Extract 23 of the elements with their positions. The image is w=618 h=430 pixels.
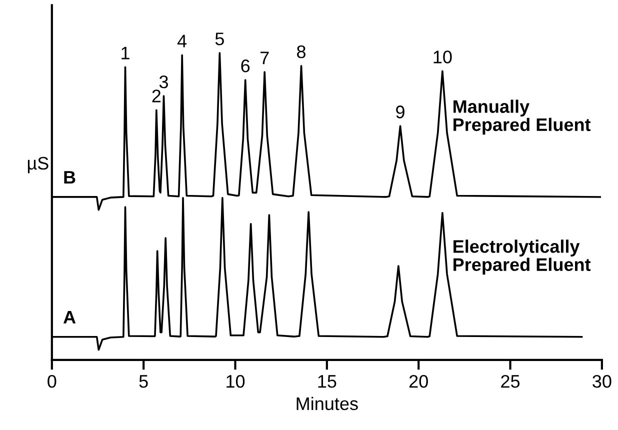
x-tick-label: 15 (318, 375, 336, 388)
series-label: A (63, 311, 76, 324)
annotation: 3 (159, 75, 168, 88)
x-tick-label: 25 (501, 374, 520, 388)
x-axis-title: Minutes (296, 396, 358, 410)
x-tick-label: 0 (48, 374, 56, 388)
annotation: 4 (177, 34, 187, 48)
x-tick-label: 20 (409, 374, 428, 388)
x-tick-label: 5 (139, 375, 148, 388)
annotation: 6 (241, 60, 250, 72)
annotation: 1 (122, 46, 130, 60)
annotation: 10 (434, 50, 452, 64)
annotation: 2 (152, 90, 161, 102)
annotation: 9 (396, 106, 404, 118)
series-label: B (64, 171, 76, 184)
annotation: 8 (297, 45, 306, 58)
annotation: Electrolytically Prepared Eluent (454, 240, 591, 275)
annotation: 5 (215, 32, 224, 46)
annotation: 7 (260, 52, 269, 64)
y-axis-title: µS (28, 156, 48, 174)
annotation: Manually Prepared Eluent (454, 100, 591, 135)
x-tick-label: 10 (226, 374, 245, 388)
x-tick-label: 30 (592, 374, 612, 388)
